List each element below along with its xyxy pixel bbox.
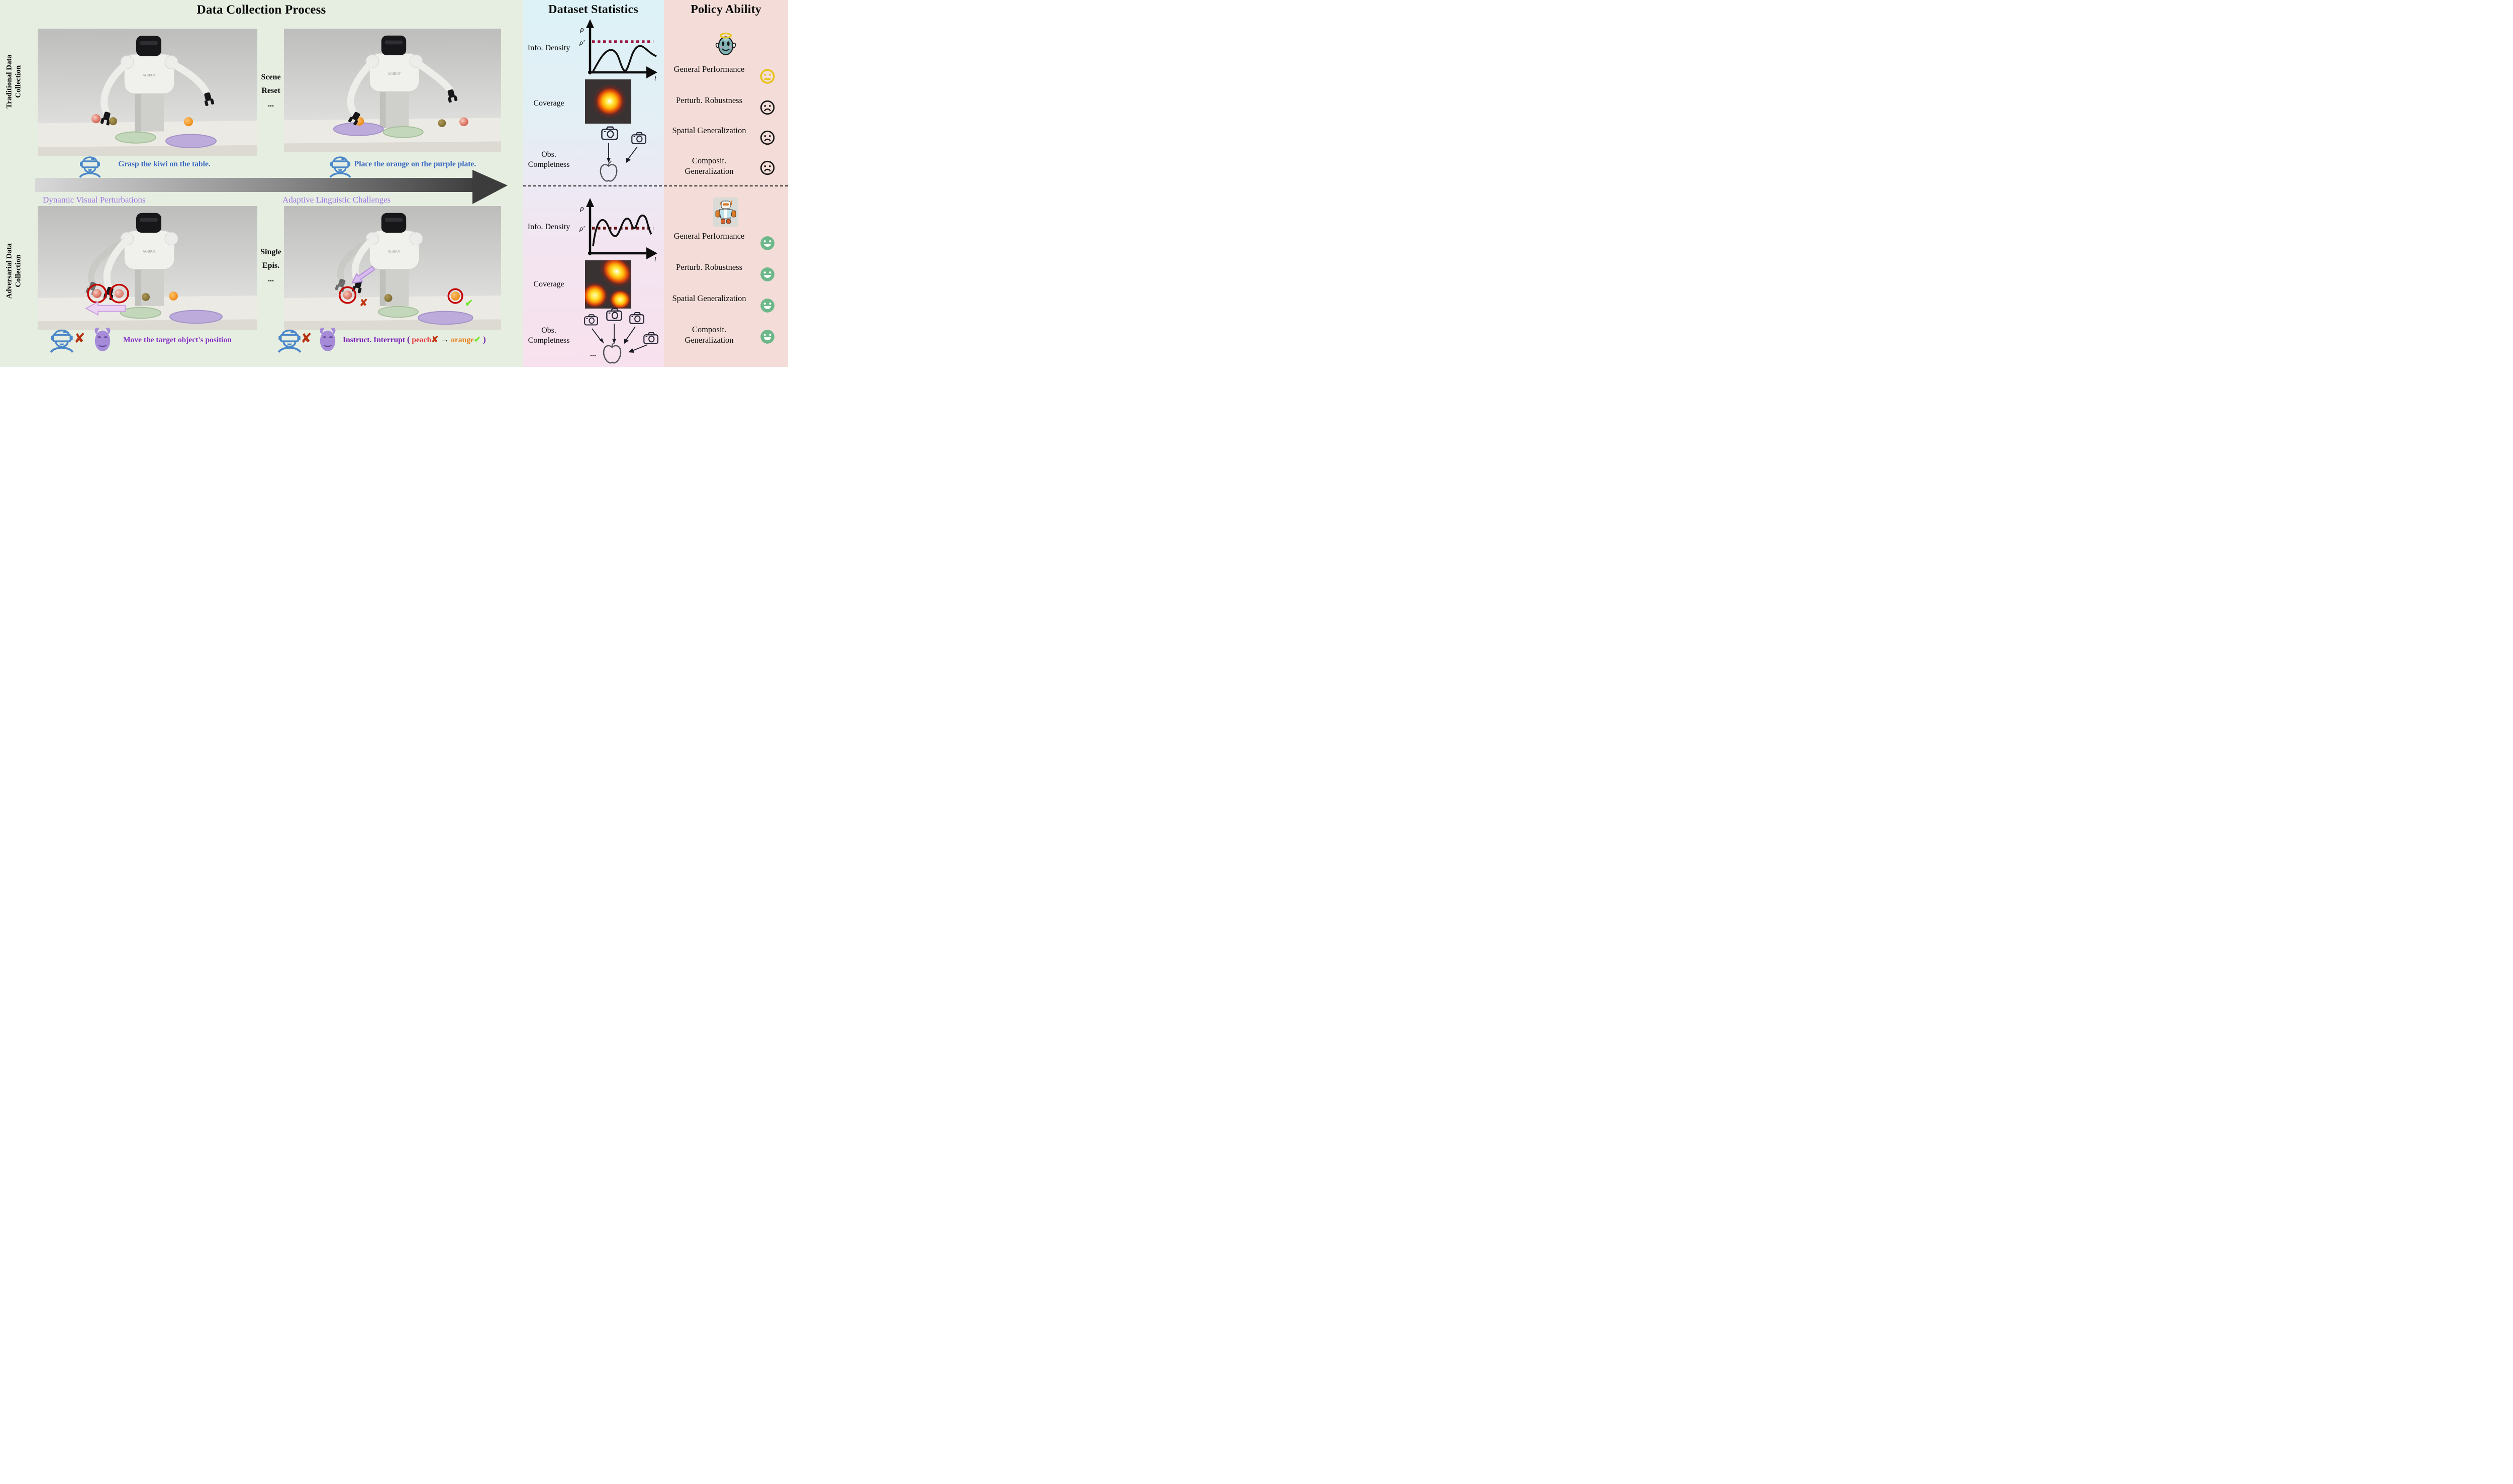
ability-composit-generalization: Composit. Generalization <box>685 325 734 345</box>
sad-face-icon <box>759 100 776 116</box>
label-dynamic-visual-perturbations: Dynamic Visual Perturbations <box>43 195 146 205</box>
new-instruction-word: orange <box>451 336 474 344</box>
photo-adversarial-instruct-interrupt: ✘ ✔ <box>284 206 501 330</box>
figure-canvas: Data Collection Process Traditional Data… <box>0 0 788 367</box>
no-vr-cross-icon: ✘ <box>74 331 85 346</box>
robot-scene-2 <box>284 29 501 152</box>
push-up-arrow <box>351 265 375 283</box>
old-instruction-word: peach <box>412 336 432 344</box>
ability-spatial-generalization: Spatial Generalization <box>672 126 746 135</box>
rho-axis-label: ρ <box>579 26 584 34</box>
ability-general-performance: General Performance <box>673 231 745 241</box>
ability-perturb-robustness: Perturb. Robustness <box>676 262 742 272</box>
single-episode-label: Single Epis. ... <box>260 248 281 284</box>
photo-traditional-place-orange <box>284 29 501 152</box>
vr-operator-icon <box>49 327 74 353</box>
no-vr-cross-icon: ✘ <box>301 331 312 346</box>
happy-face-icon <box>759 298 776 314</box>
label-info-density: Info. Density <box>527 223 570 231</box>
neutral-face-icon <box>759 68 776 84</box>
middle-panel-title: Dataset Statistics <box>548 3 638 16</box>
coverage-heatmap-single <box>585 79 631 124</box>
devil-face-icon <box>91 327 114 352</box>
caption-place-orange: Place the orange on the purple plate. <box>354 160 476 168</box>
sad-face-icon <box>759 160 776 176</box>
obs-completeness-sketch-many: ... <box>573 308 661 366</box>
right-object-check: ✔ <box>465 298 473 309</box>
robot-scene-4: ✘ ✔ <box>284 206 501 330</box>
left-panel-title: Data Collection Process <box>197 3 326 17</box>
apple-outline-icon <box>601 342 623 365</box>
row-label-traditional: Traditional Data Collection <box>5 54 23 109</box>
instruct-interrupt-text: Instruct. Interrupt <box>343 336 405 344</box>
photo-adversarial-move-object <box>38 206 257 330</box>
ability-general-performance: General Performance <box>673 64 745 74</box>
ability-spatial-generalization: Spatial Generalization <box>672 293 746 303</box>
apple-outline-icon <box>598 161 619 183</box>
photo-traditional-grasp-kiwi <box>38 29 257 156</box>
devil-face-icon <box>317 327 339 352</box>
arrow-right-icon: → <box>440 335 449 344</box>
scene-reset-label: Scene Reset ... <box>261 73 281 109</box>
ability-perturb-robustness: Perturb. Robustness <box>676 95 742 105</box>
coverage-heatmap-multi <box>585 260 631 309</box>
robot-scene-1 <box>38 29 257 156</box>
rho-prime-label: ρ' <box>579 39 585 47</box>
label-info-density: Info. Density <box>527 44 570 52</box>
process-arrow <box>35 170 508 204</box>
caption-move-object: Move the target object's position <box>123 336 232 344</box>
robot-scene-3 <box>38 206 257 330</box>
dataset-statistics-panel: Dataset Statistics Info. Density ρ ρ' t … <box>523 0 664 367</box>
caption-instruct-interrupt: Instruct. Interrupt ( peach✘ → orange✔ ) <box>343 335 486 344</box>
wrong-object-cross: ✘ <box>359 298 368 309</box>
policy-ability-panel: Policy Ability General Performance Pertu… <box>664 0 788 367</box>
rho-axis-label: ρ <box>579 205 584 213</box>
label-obs-completeness: Obs. Completness <box>528 326 570 345</box>
push-left-arrow <box>84 301 126 316</box>
label-adaptive-linguistic-challenges: Adaptive Linguistic Challenges <box>282 195 391 205</box>
check-icon: ✔ <box>473 335 481 344</box>
right-panel-title: Policy Ability <box>691 3 761 16</box>
label-coverage: Coverage <box>533 99 564 108</box>
label-obs-completeness: Obs. Completness <box>528 150 570 169</box>
robot-avatar-icon <box>713 197 738 227</box>
vr-operator-icon <box>277 327 302 353</box>
angel-face-icon <box>714 32 737 57</box>
row-label-adversarial: Adversarial Data Collection <box>5 243 23 299</box>
obs-completeness-sketch-few <box>577 126 660 183</box>
happy-face-icon <box>759 235 776 251</box>
view-arrows <box>592 324 648 353</box>
info-density-plot-dense: ρ ρ' t <box>579 198 657 262</box>
happy-face-icon <box>759 266 776 282</box>
caption-grasp-kiwi: Grasp the kiwi on the table. <box>118 160 211 168</box>
data-collection-panel: Data Collection Process Traditional Data… <box>0 0 523 367</box>
info-density-plot-sparse: ρ ρ' t <box>579 19 657 82</box>
view-arrows <box>607 143 638 163</box>
more-cameras-ellipsis: ... <box>590 350 596 358</box>
cross-icon: ✘ <box>431 335 439 344</box>
t-axis-label: t <box>654 255 657 262</box>
ability-composit-generalization: Composit. Generalization <box>685 156 734 176</box>
happy-face-icon <box>759 329 776 345</box>
sad-face-icon <box>759 130 776 146</box>
dashed-divider <box>523 185 788 186</box>
label-coverage: Coverage <box>533 280 564 288</box>
rho-prime-label: ρ' <box>579 225 585 233</box>
t-axis-label: t <box>654 74 657 82</box>
